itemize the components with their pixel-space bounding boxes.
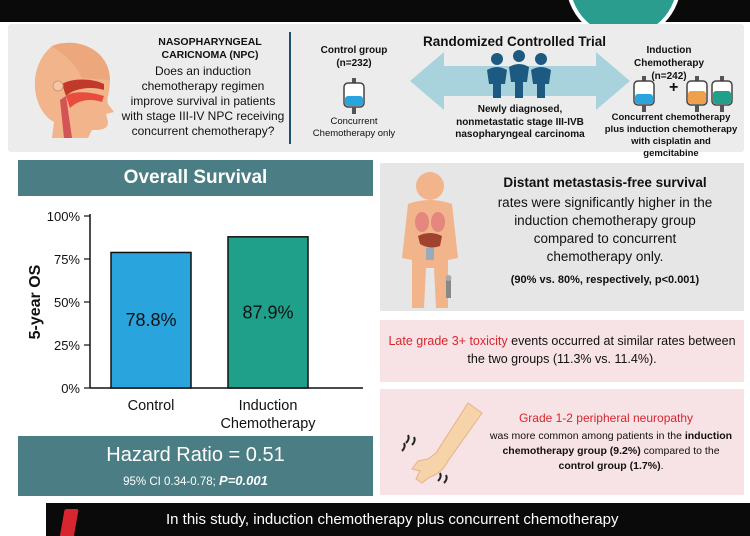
- p-value: P=0.001: [219, 473, 268, 488]
- body-organs-icon: [402, 172, 458, 308]
- hazard-ratio: Hazard Ratio = 0.51: [106, 444, 285, 466]
- x-tick-label: Chemotherapy: [220, 416, 316, 432]
- overall-survival-panel: Overall Survival 0% 25% 50% 75% 100% 5-year O…: [18, 160, 373, 496]
- induction-group-title: Induction Chemotherapy (n=242): [633, 45, 704, 82]
- conclusion-text: In this study, induction chemotherapy pl…: [166, 511, 619, 528]
- population-description: Newly diagnosed, nonmetastatic stage III…: [455, 104, 585, 140]
- study-header: NASOPHARYNGEAL CARICNOMA (NPC) Does an i…: [8, 24, 744, 159]
- people-icon: [487, 50, 551, 98]
- toxicity-highlight: Late grade 3+ toxicity: [388, 334, 508, 348]
- head-anatomy-icon: [34, 42, 114, 138]
- npc-title: NASOPHARYNGEAL CARICNOMA (NPC): [158, 36, 262, 61]
- bar: [227, 236, 309, 389]
- dmfs-title: Distant metastasis-free survival: [503, 175, 707, 190]
- iv-bag-icon: [686, 76, 708, 112]
- confidence-interval: 95% CI 0.34-0.78; P=0.001: [123, 473, 268, 488]
- neuropathy-body: was more common among patients in the in…: [489, 430, 733, 472]
- research-question: Does an induction chemotherapy regimen i…: [121, 64, 285, 138]
- neuropathy-panel: Grade 1-2 peripheral neuropathy was more…: [380, 389, 744, 495]
- conclusion-bar: In this study, induction chemotherapy pl…: [46, 503, 750, 536]
- y-tick-label: 100%: [47, 209, 81, 224]
- toxicity-text: Late grade 3+ toxicity events occurred a…: [388, 334, 736, 366]
- neuropathy-title: Grade 1-2 peripheral neuropathy: [518, 411, 694, 425]
- y-tick-label: 25%: [54, 338, 80, 353]
- data-label: 78.8%: [125, 310, 176, 330]
- exclamation-icon: [59, 509, 79, 536]
- dmfs-body: rates were significantly higher in the i…: [497, 195, 713, 264]
- iv-bag-icon: [633, 76, 655, 112]
- divider: [289, 32, 291, 144]
- dmfs-panel: Distant metastasis-free survival rates w…: [380, 163, 744, 311]
- bar: [110, 251, 192, 389]
- plus-sign: +: [669, 79, 679, 96]
- control-group-description: Concurrent Chemotherapy only: [312, 116, 396, 139]
- x-tick-label: Induction: [239, 398, 298, 414]
- y-tick-label: 50%: [54, 295, 80, 310]
- iv-bag-icon: [343, 78, 365, 114]
- dmfs-statistics: (90% vs. 80%, respectively, p<0.001): [510, 274, 700, 286]
- hazard-ratio-box: Hazard Ratio = 0.51 95% CI 0.34-0.78; P=…: [18, 436, 373, 496]
- overall-survival-title: Overall Survival: [18, 160, 373, 196]
- arm-neuropathy-icon: [401, 402, 483, 484]
- overall-survival-chart: 0% 25% 50% 75% 100% 5-year OS 78.8% 87.9% Contro…: [27, 209, 363, 432]
- top-bar: [0, 0, 750, 22]
- data-label: 87.9%: [242, 302, 293, 322]
- y-axis-label: 5-year OS: [27, 264, 44, 339]
- toxicity-panel: Late grade 3+ toxicity events occurred a…: [380, 320, 744, 382]
- y-tick-label: 0%: [61, 381, 80, 396]
- rct-title: Randomized Controlled Trial: [423, 34, 607, 49]
- iv-bag-icon: [711, 76, 733, 112]
- y-tick-label: 75%: [54, 252, 80, 267]
- induction-group-description: Concurrent chemotherapy plus induction c…: [604, 112, 738, 159]
- control-group-title: Control group (n=232): [320, 45, 388, 69]
- x-tick-label: Control: [128, 398, 175, 414]
